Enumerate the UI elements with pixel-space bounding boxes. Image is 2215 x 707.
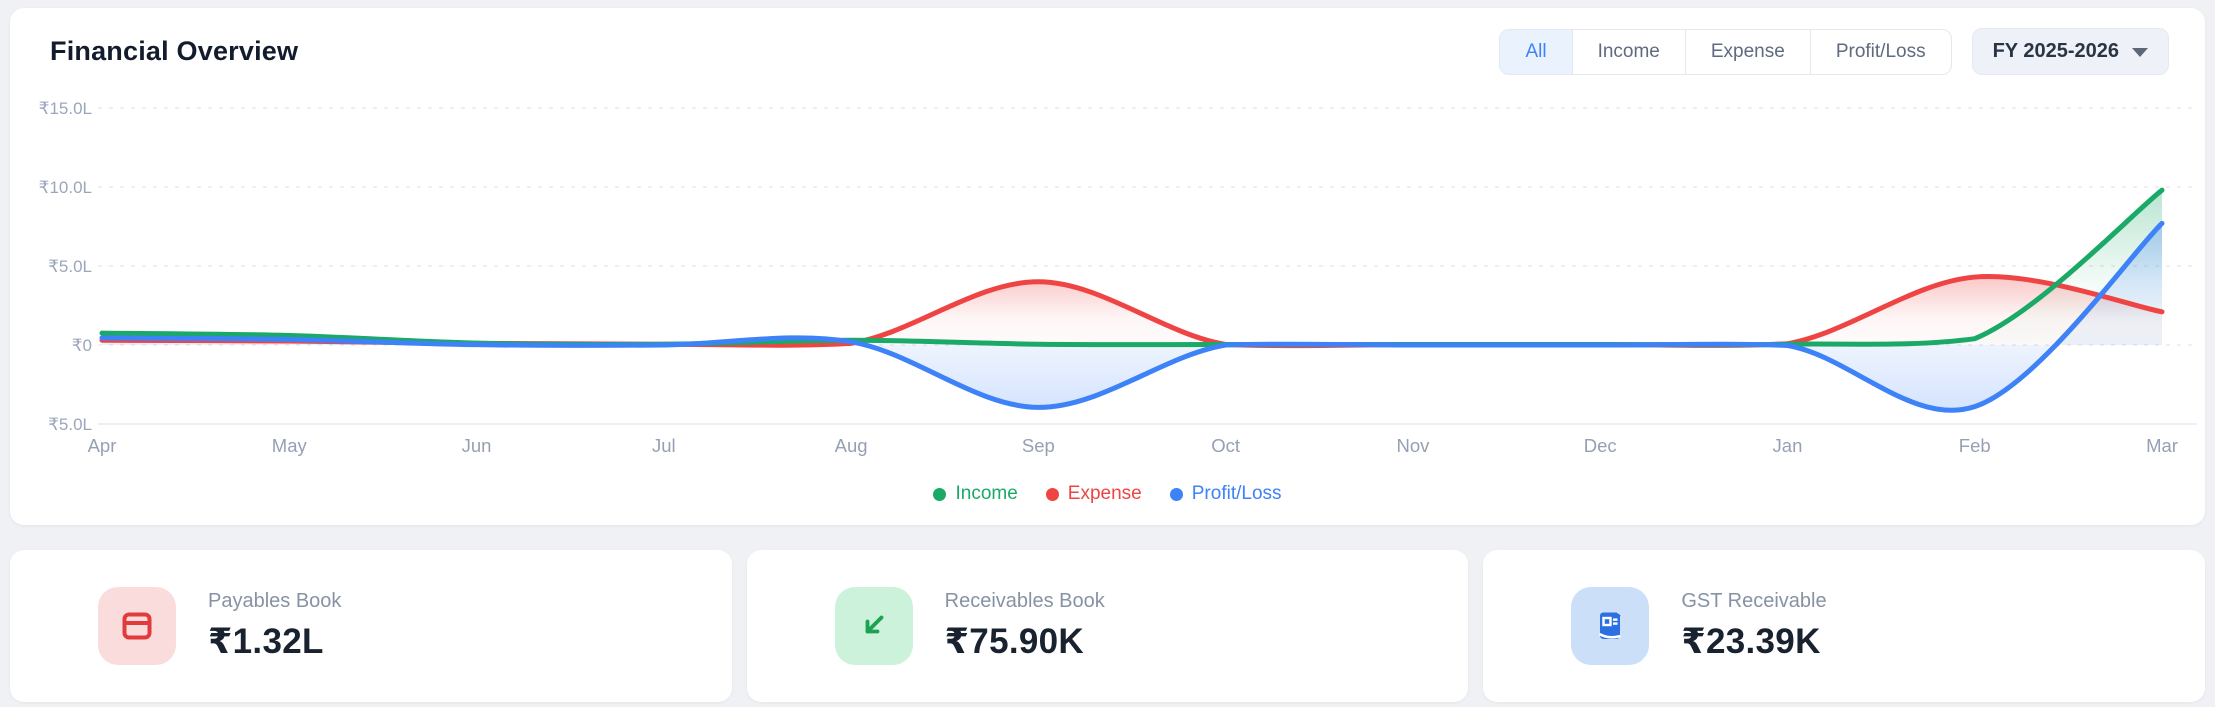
gst-receivable-card[interactable]: GST Receivable ₹23.39K [1483,550,2205,702]
x-axis-month-label: Feb [1959,435,1991,456]
payables-icon-tile [98,587,176,665]
legend-label: Expense [1067,483,1142,504]
y-axis-tick-label: ₹5.0L [48,415,92,434]
ledger-book-icon [122,612,152,640]
receivables-icon-tile [834,587,913,665]
receipt-icon [1599,612,1622,639]
y-axis-tick-label: ₹10.0L [39,178,92,197]
tab-expense[interactable]: Expense [1684,29,1810,74]
payables-book-card[interactable]: Payables Book ₹1.32L [10,550,732,702]
card-text: GST Receivable ₹23.39K [1681,590,1826,662]
x-axis-month-label: Apr [88,435,117,456]
x-axis-month-label: Oct [1211,435,1240,456]
y-axis-tick-label: ₹15.0L [39,99,92,118]
card-label: Receivables Book [944,590,1105,612]
x-axis-month-label: Sep [1022,435,1055,456]
legend-item-income[interactable]: Income [933,483,1018,505]
series-line-income [99,187,2165,348]
y-axis-tick-label: ₹5.0L [48,257,92,276]
series-area-profit-loss [102,223,2162,411]
x-axis-month-label: Jan [1773,435,1803,456]
financial-overview-panel: Financial Overview All Income Expense Pr… [10,8,2205,525]
legend-label: Income [955,483,1018,504]
card-text: Payables Book ₹1.32L [208,590,341,662]
chevron-down-icon [2132,48,2148,57]
chart-legend: Income Expense Profit/Loss [10,483,2205,505]
card-value: ₹75.90K [944,622,1084,661]
card-value: ₹1.32L [208,622,324,661]
card-text: Receivables Book ₹75.90K [945,590,1105,662]
fiscal-year-value: FY 2025-2026 [1992,40,2119,62]
panel-header: Financial Overview All Income Expense Pr… [50,28,2169,75]
card-label: Payables Book [208,590,342,612]
kpi-cards-row: Payables Book ₹1.32L Receivables Book ₹7… [10,550,2205,702]
x-axis-month-label: Dec [1584,435,1617,456]
legend-label: Profit/Loss [1191,483,1282,504]
legend-item-expense[interactable]: Expense [1045,483,1142,505]
chart-series-filter-tabs: All Income Expense Profit/Loss [1499,28,1952,75]
x-axis-month-label: Nov [1396,435,1430,456]
series-line-expense [99,274,2165,349]
chart-controls: All Income Expense Profit/Loss FY 2025-2… [1499,28,2169,75]
legend-item-profit-loss[interactable]: Profit/Loss [1169,483,1282,505]
gst-icon-tile [1571,587,1650,665]
receivables-book-card[interactable]: Receivables Book ₹75.90K [746,550,1469,702]
tab-all[interactable]: All [1500,29,1572,74]
card-label: GST Receivable [1681,590,1827,612]
expense-legend-dot-icon [1045,487,1059,501]
income-legend-dot-icon [933,487,947,501]
fiscal-year-select[interactable]: FY 2025-2026 [1971,28,2169,75]
series-area-income [102,190,2162,345]
tab-income[interactable]: Income [1571,29,1685,74]
x-axis-month-label: Aug [835,435,868,456]
series-line-profit-loss [99,220,2165,413]
profit-loss-legend-dot-icon [1169,487,1183,501]
arrow-down-left-icon [865,615,884,634]
x-axis-month-label: May [272,435,308,456]
series-area-expense [102,276,2162,346]
tab-profit-loss[interactable]: Profit/Loss [1809,29,1951,74]
y-axis-tick-label: ₹0 [72,336,92,355]
x-axis-month-label: Jun [462,435,492,456]
x-axis-month-label: Mar [2146,435,2178,456]
page-title: Financial Overview [50,36,299,66]
card-value: ₹23.39K [1681,622,1821,661]
x-axis-month-label: Jul [652,435,676,456]
